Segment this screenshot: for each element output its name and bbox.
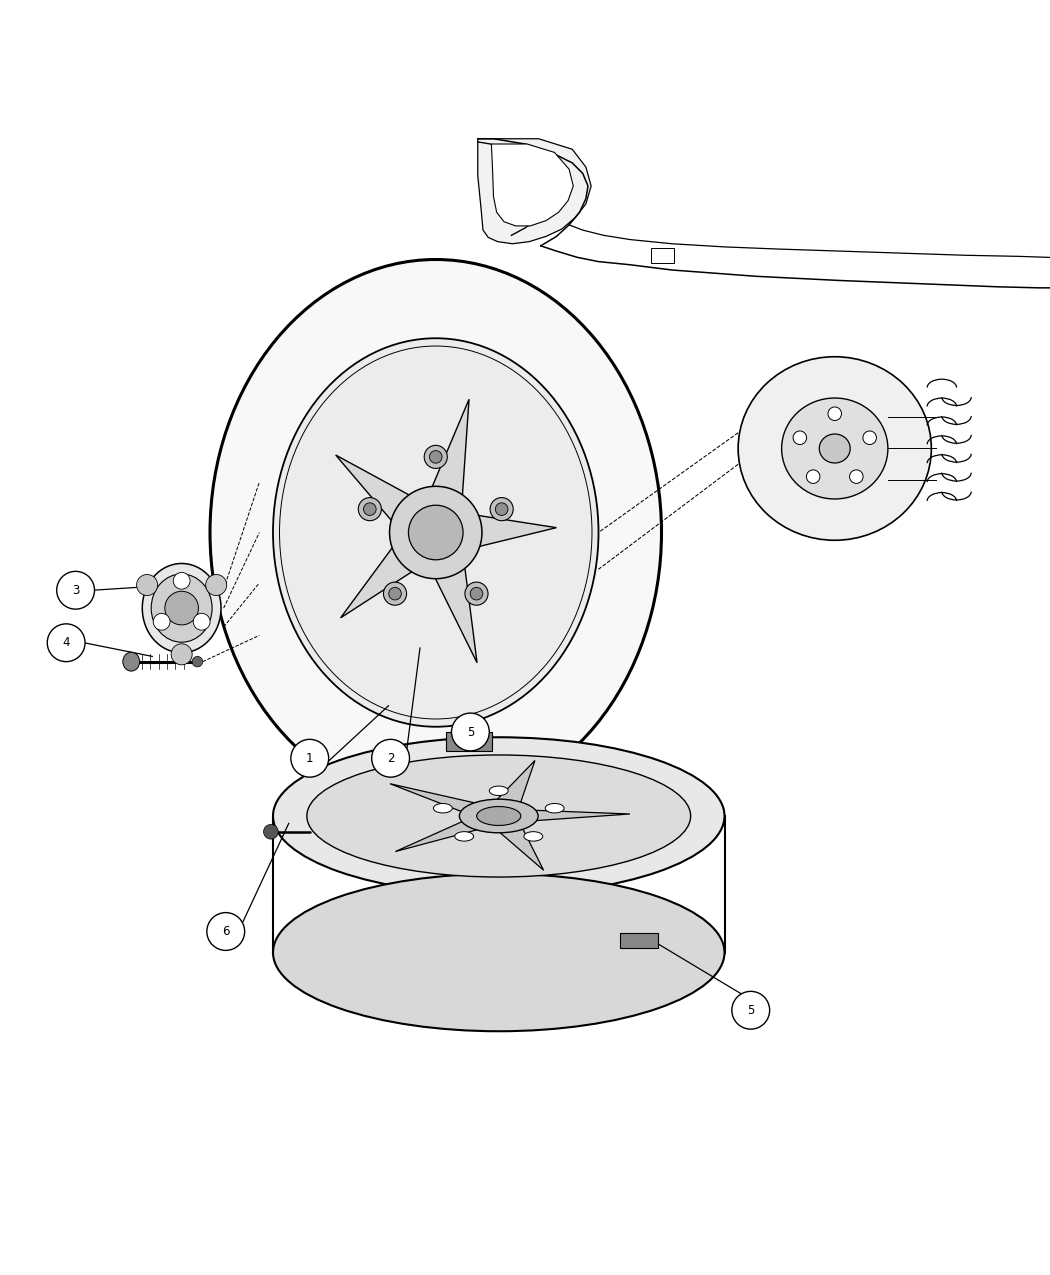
Bar xyxy=(446,732,492,751)
Polygon shape xyxy=(340,542,418,618)
Circle shape xyxy=(171,644,192,664)
Text: 1: 1 xyxy=(306,752,314,765)
Circle shape xyxy=(806,470,820,483)
Polygon shape xyxy=(478,139,591,244)
Circle shape xyxy=(388,588,401,601)
Polygon shape xyxy=(429,399,469,502)
Circle shape xyxy=(390,486,482,579)
Circle shape xyxy=(424,445,447,468)
Text: 4: 4 xyxy=(62,636,70,649)
Ellipse shape xyxy=(434,803,453,813)
Text: 3: 3 xyxy=(71,584,80,597)
Ellipse shape xyxy=(545,803,564,813)
Circle shape xyxy=(165,592,198,625)
Circle shape xyxy=(383,583,406,606)
Polygon shape xyxy=(390,784,483,813)
Circle shape xyxy=(206,575,227,595)
Ellipse shape xyxy=(781,398,888,499)
Ellipse shape xyxy=(524,831,543,842)
Bar xyxy=(620,933,657,949)
Ellipse shape xyxy=(273,873,724,1031)
Polygon shape xyxy=(336,455,415,527)
Circle shape xyxy=(153,613,170,630)
Text: 2: 2 xyxy=(386,752,395,765)
Ellipse shape xyxy=(210,260,662,806)
Text: 5: 5 xyxy=(747,1003,755,1016)
Circle shape xyxy=(828,407,841,421)
Circle shape xyxy=(207,913,245,950)
Ellipse shape xyxy=(819,434,850,463)
Circle shape xyxy=(193,613,210,630)
Circle shape xyxy=(429,450,442,463)
Circle shape xyxy=(732,992,770,1029)
Ellipse shape xyxy=(151,574,212,643)
Ellipse shape xyxy=(123,653,140,671)
Circle shape xyxy=(793,431,806,445)
Polygon shape xyxy=(395,819,484,852)
Circle shape xyxy=(136,575,158,595)
Ellipse shape xyxy=(142,564,220,653)
Ellipse shape xyxy=(460,799,538,833)
Circle shape xyxy=(490,497,513,520)
Circle shape xyxy=(192,657,203,667)
Circle shape xyxy=(849,470,863,483)
Ellipse shape xyxy=(477,807,521,825)
Ellipse shape xyxy=(307,755,691,877)
Ellipse shape xyxy=(273,737,724,895)
Ellipse shape xyxy=(489,787,508,796)
Text: 6: 6 xyxy=(222,924,230,938)
Circle shape xyxy=(372,740,410,778)
Circle shape xyxy=(57,571,94,609)
Circle shape xyxy=(363,502,376,515)
Ellipse shape xyxy=(455,831,474,842)
Ellipse shape xyxy=(280,342,591,724)
Circle shape xyxy=(291,740,329,778)
Circle shape xyxy=(863,431,877,445)
Circle shape xyxy=(470,588,483,601)
Circle shape xyxy=(452,713,489,751)
Circle shape xyxy=(173,572,190,589)
Polygon shape xyxy=(496,825,544,871)
Text: 5: 5 xyxy=(466,725,475,738)
Circle shape xyxy=(408,505,463,560)
Polygon shape xyxy=(494,760,534,806)
Circle shape xyxy=(47,623,85,662)
Polygon shape xyxy=(491,144,573,226)
Ellipse shape xyxy=(738,357,931,541)
Circle shape xyxy=(465,583,488,606)
Polygon shape xyxy=(433,561,477,663)
Circle shape xyxy=(358,497,381,520)
Bar xyxy=(651,247,674,263)
Polygon shape xyxy=(471,514,556,548)
Circle shape xyxy=(264,825,278,839)
Circle shape xyxy=(496,502,508,515)
Ellipse shape xyxy=(273,338,598,727)
Polygon shape xyxy=(527,810,630,821)
